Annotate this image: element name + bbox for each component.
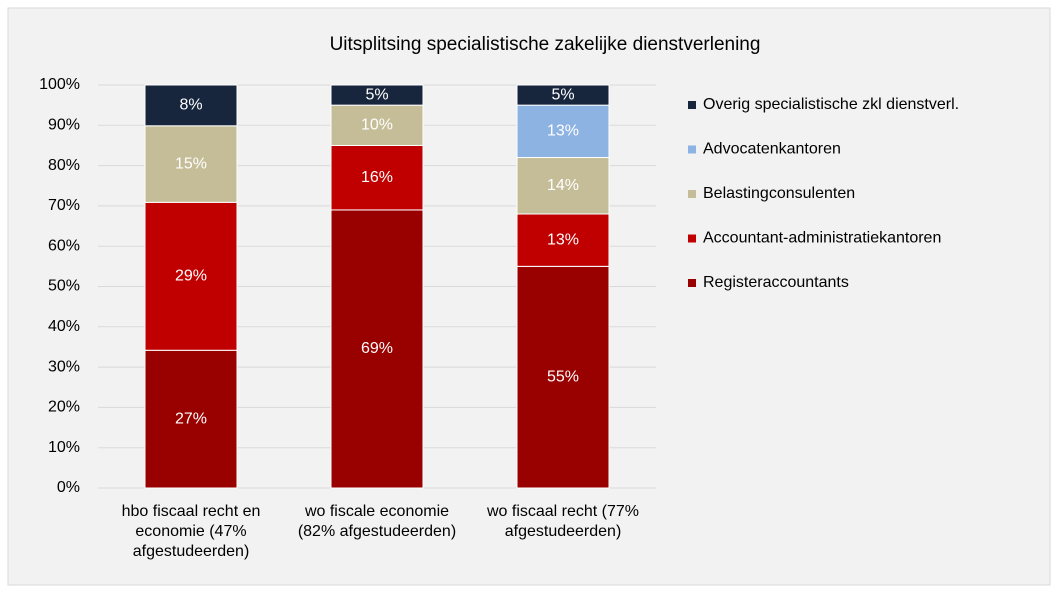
data-label: 29% bbox=[175, 268, 207, 285]
legend-swatch bbox=[688, 145, 696, 154]
y-tick-label: 20% bbox=[48, 399, 80, 416]
legend-label: Registeraccountants bbox=[703, 274, 849, 291]
data-label: 16% bbox=[361, 169, 393, 186]
data-label: 10% bbox=[361, 117, 393, 134]
bar-segment bbox=[144, 84, 238, 127]
data-label: 13% bbox=[547, 123, 579, 140]
y-tick-label: 60% bbox=[48, 237, 80, 254]
data-label: 69% bbox=[361, 340, 393, 357]
y-tick-label: 100% bbox=[39, 76, 80, 93]
x-tick-label: wo fiscale economie (82% afgestudeerden) bbox=[298, 503, 456, 540]
x-tick-label: hbo fiscaal recht en economie (47% afgestu… bbox=[122, 503, 261, 560]
bar-segment bbox=[144, 201, 238, 351]
y-tick-label: 90% bbox=[48, 117, 80, 134]
y-tick-label: 0% bbox=[57, 479, 80, 496]
bar-segment bbox=[516, 157, 610, 215]
y-tick-label: 30% bbox=[48, 358, 80, 375]
data-label: 5% bbox=[551, 86, 574, 103]
y-tick-label: 10% bbox=[48, 439, 80, 456]
legend-label: Belastingconsulenten bbox=[703, 185, 855, 202]
data-label: 14% bbox=[547, 177, 579, 194]
bar-segment bbox=[144, 349, 238, 489]
bar-segment bbox=[330, 84, 424, 106]
legend-swatch bbox=[688, 190, 696, 198]
legend-swatch bbox=[688, 101, 696, 109]
data-label: 15% bbox=[175, 155, 207, 172]
y-tick-label: 80% bbox=[48, 157, 80, 174]
legend-label: Advocatenkantoren bbox=[703, 141, 841, 158]
x-tick-label: wo fiscaal recht (77% afgestudeerden) bbox=[486, 503, 639, 540]
data-label: 55% bbox=[547, 368, 579, 385]
data-label: 8% bbox=[179, 97, 202, 114]
y-tick-label: 40% bbox=[48, 318, 80, 335]
bar-segment bbox=[516, 104, 610, 159]
legend-label: Accountant-administratiekantoren bbox=[703, 230, 941, 247]
legend-swatch bbox=[688, 279, 696, 287]
data-label: 27% bbox=[175, 410, 207, 427]
legend-label: Overig specialistische zkl dienstverl. bbox=[703, 96, 959, 113]
y-tick-label: 50% bbox=[48, 278, 80, 295]
bar-segment bbox=[516, 84, 610, 106]
bar-segment bbox=[516, 265, 610, 489]
y-tick-label: 70% bbox=[48, 197, 80, 214]
legend-swatch bbox=[688, 234, 696, 243]
chart-title: Uitsplitsing specialistische zakelijke d… bbox=[330, 34, 761, 55]
bar-segment bbox=[330, 209, 424, 489]
data-label: 5% bbox=[365, 86, 388, 103]
data-label: 13% bbox=[547, 231, 579, 248]
bar-segment bbox=[144, 125, 238, 203]
